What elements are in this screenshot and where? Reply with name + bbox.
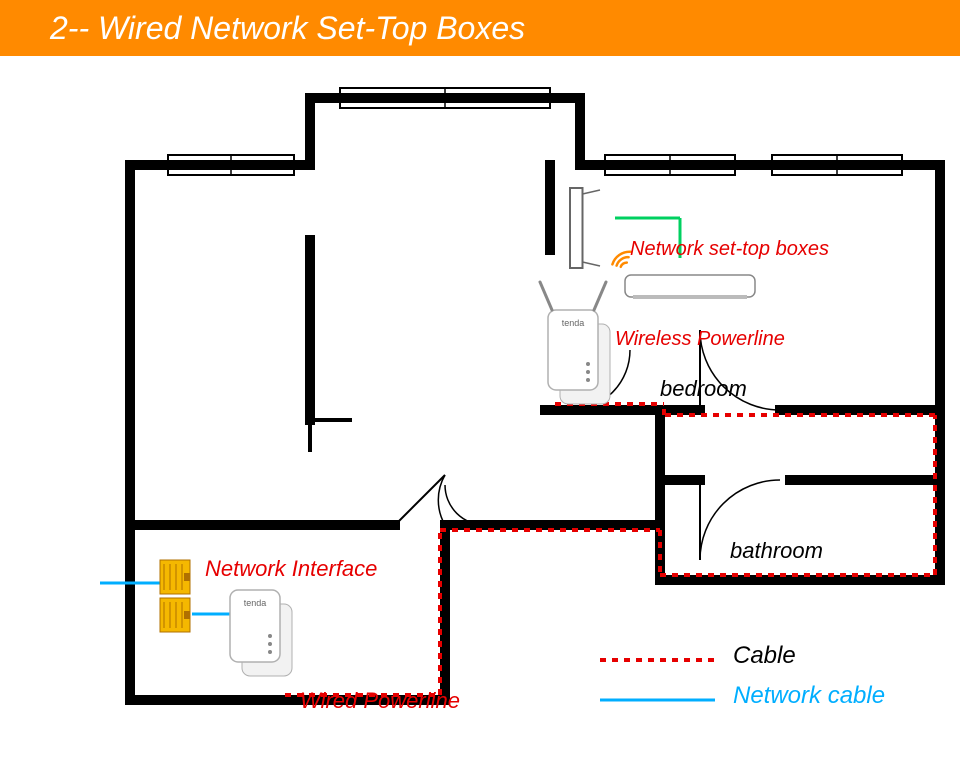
diagram-label: Wired Powerline [300, 688, 460, 714]
diagram-label: bathroom [730, 538, 823, 564]
svg-text:tenda: tenda [562, 318, 585, 328]
legend-label: Network cable [733, 682, 885, 710]
diagram-label: Network Interface [205, 556, 377, 582]
legend-label: Cable [733, 642, 796, 670]
diagram-label: Wireless Powerline [615, 328, 785, 351]
svg-text:tenda: tenda [244, 598, 267, 608]
diagram-label: bedroom [660, 376, 747, 402]
diagram-canvas: tenda tenda [0, 0, 960, 765]
diagram-label: Network set-top boxes [630, 238, 829, 261]
